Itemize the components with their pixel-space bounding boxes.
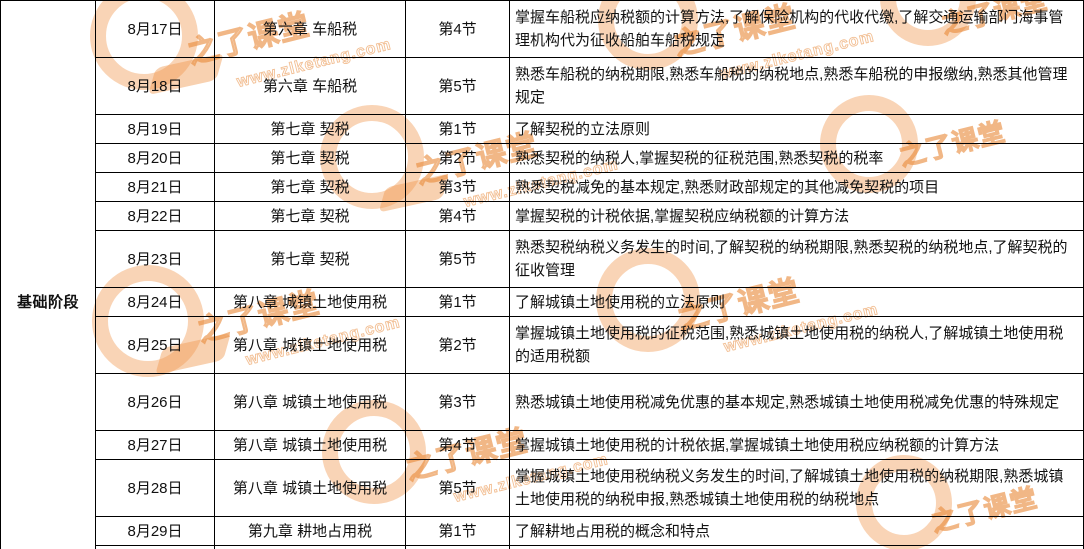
schedule-chapter-cell: 第七章 契税 xyxy=(214,201,406,231)
schedule-content-cell: 熟悉城镇土地使用税减免优惠的基本规定,熟悉城镇土地使用税减免优惠的特殊规定 xyxy=(509,373,1084,431)
schedule-date-cell: 8月17日 xyxy=(95,0,215,58)
table-row: 8月25日 第八章 城镇土地使用税 第2节 掌握城镇土地使用税的征税范围,熟悉城镇土地… xyxy=(1,316,1084,374)
schedule-content-cell: 掌握城镇土地使用税的计税依据,掌握城镇土地使用税应纳税额的计算方法 xyxy=(509,430,1084,460)
schedule-date-cell: 8月26日 xyxy=(95,373,215,431)
table-row: 8月26日 第八章 城镇土地使用税 第3节 熟悉城镇土地使用税减免优惠的基本规定,熟悉… xyxy=(1,373,1084,431)
schedule-chapter-cell: 第七章 契税 xyxy=(214,114,406,144)
schedule-section-cell: 第4节 xyxy=(405,201,510,231)
schedule-date-cell: 8月18日 xyxy=(95,57,215,115)
schedule-content-cell: 了解城镇土地使用税的立法原则 xyxy=(509,287,1084,317)
schedule-date-cell: 8月22日 xyxy=(95,201,215,231)
schedule-date-cell: 8月30日 xyxy=(95,545,215,549)
schedule-content-cell: 熟悉契税纳税义务发生的时间,了解契税的纳税期限,熟悉契税的纳税地点,了解契税的征… xyxy=(509,230,1084,288)
stage-label-cell: 基础阶段 xyxy=(0,0,96,549)
schedule-chapter-cell: 第七章 契税 xyxy=(214,230,406,288)
schedule-content-cell: 掌握城镇土地使用税纳税义务发生的时间,了解城镇土地使用税的纳税期限,熟悉城镇土地… xyxy=(509,459,1084,517)
schedule-chapter-cell: 第八章 城镇土地使用税 xyxy=(214,373,406,431)
schedule-chapter-cell: 第九章 耕地占用税 xyxy=(214,516,406,546)
table-row: 8月24日 第八章 城镇土地使用税 第1节 了解城镇土地使用税的立法原则 xyxy=(1,287,1084,317)
table-row: 8月28日 第八章 城镇土地使用税 第5节 掌握城镇土地使用税纳税义务发生的时间,了解… xyxy=(1,459,1084,517)
schedule-content-cell: 熟悉契税减免的基本规定,熟悉财政部规定的其他减免契税的项目 xyxy=(509,172,1084,202)
schedule-date-cell: 8月19日 xyxy=(95,114,215,144)
schedule-content-cell: 了解契税的立法原则 xyxy=(509,114,1084,144)
schedule-content-cell: 熟悉契税的纳税人,掌握契税的征税范围,熟悉契税的税率 xyxy=(509,143,1084,173)
schedule-chapter-cell: 第七章 契税 xyxy=(214,172,406,202)
table-row: 8月19日 第七章 契税 第1节 了解契税的立法原则 xyxy=(1,114,1084,144)
schedule-date-cell: 8月29日 xyxy=(95,516,215,546)
schedule-section-cell: 第3节 xyxy=(405,373,510,431)
schedule-section-cell: 第5节 xyxy=(405,57,510,115)
schedule-date-cell: 8月21日 xyxy=(95,172,215,202)
schedule-section-cell: 第1节 xyxy=(405,114,510,144)
schedule-section-cell: 第1节 xyxy=(405,287,510,317)
schedule-content-cell: 熟悉车船税的纳税期限,熟悉车船税的纳税地点,熟悉车船税的申报缴纳,熟悉其他管理规… xyxy=(509,57,1084,115)
schedule-section-cell: 第4节 xyxy=(405,430,510,460)
table-row: 8月30日第九章 耕地占用税第2节熟悉耕地占用税的纳税义务人,熟悉耕地占用税的征… xyxy=(1,545,1084,549)
table-row: 8月27日 第八章 城镇土地使用税 第4节 掌握城镇土地使用税的计税依据,掌握城镇土地… xyxy=(1,430,1084,460)
schedule-section-cell: 第5节 xyxy=(405,459,510,517)
schedule-chapter-cell: 第八章 城镇土地使用税 xyxy=(214,459,406,517)
schedule-date-cell: 8月20日 xyxy=(95,143,215,173)
table-row: 8月20日 第七章 契税 第2节 熟悉契税的纳税人,掌握契税的征税范围,熟悉契税的税率 xyxy=(1,143,1084,173)
schedule-chapter-cell: 第八章 城镇土地使用税 xyxy=(214,287,406,317)
schedule-content-cell: 掌握契税的计税依据,掌握契税应纳税额的计算方法 xyxy=(509,201,1084,231)
table-row: 8月29日 第九章 耕地占用税 第1节 了解耕地占用税的概念和特点 xyxy=(1,516,1084,546)
schedule-chapter-cell: 第九章 耕地占用税 xyxy=(214,545,406,549)
schedule-section-cell: 第2节 xyxy=(405,545,510,549)
schedule-section-cell: 第3节 xyxy=(405,172,510,202)
schedule-chapter-cell: 第八章 城镇土地使用税 xyxy=(214,316,406,374)
table-row: 8月21日 第七章 契税 第3节 熟悉契税减免的基本规定,熟悉财政部规定的其他减免契税… xyxy=(1,172,1084,202)
schedule-date-cell: 8月28日 xyxy=(95,459,215,517)
table-row: 8月23日 第七章 契税 第5节 熟悉契税纳税义务发生的时间,了解契税的纳税期限,熟悉… xyxy=(1,230,1084,288)
schedule-date-cell: 8月23日 xyxy=(95,230,215,288)
schedule-content-cell: 掌握城镇土地使用税的征税范围,熟悉城镇土地使用税的纳税人,了解城镇土地使用税的适… xyxy=(509,316,1084,374)
schedule-section-cell: 第5节 xyxy=(405,230,510,288)
schedule-chapter-cell: 第七章 契税 xyxy=(214,143,406,173)
schedule-date-cell: 8月25日 xyxy=(95,316,215,374)
schedule-date-cell: 8月24日 xyxy=(95,287,215,317)
schedule-content-cell: 熟悉耕地占用税的纳税义务人,熟悉耕地占用税的征税范围 xyxy=(509,545,1084,549)
schedule-section-cell: 第2节 xyxy=(405,143,510,173)
schedule-chapter-cell: 第六章 车船税 xyxy=(214,0,406,58)
schedule-date-cell: 8月27日 xyxy=(95,430,215,460)
schedule-section-cell: 第1节 xyxy=(405,516,510,546)
table-row: 8月22日 第七章 契税 第4节 掌握契税的计税依据,掌握契税应纳税额的计算方法 xyxy=(1,201,1084,231)
schedule-chapter-cell: 第六章 车船税 xyxy=(214,57,406,115)
table-row: 8月18日 第六章 车船税 第5节 熟悉车船税的纳税期限,熟悉车船税的纳税地点,熟悉车… xyxy=(1,57,1084,115)
schedule-section-cell: 第2节 xyxy=(405,316,510,374)
schedule-chapter-cell: 第八章 城镇土地使用税 xyxy=(214,430,406,460)
schedule-section-cell: 第4节 xyxy=(405,0,510,58)
schedule-content-cell: 了解耕地占用税的概念和特点 xyxy=(509,516,1084,546)
schedule-content-cell: 掌握车船税应纳税额的计算方法,了解保险机构的代收代缴,了解交通运输部门海事管理机… xyxy=(509,0,1084,58)
